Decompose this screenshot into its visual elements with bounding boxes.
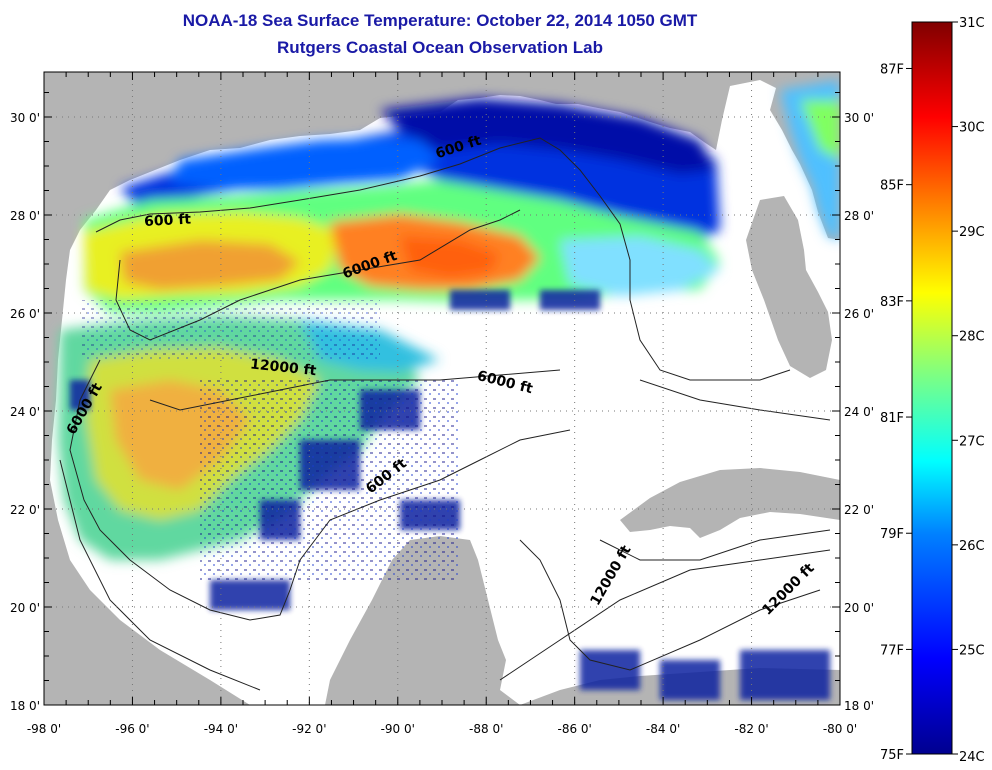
contour-label: 600 ft	[144, 212, 192, 230]
lon-tick-label: -86 0'	[557, 722, 591, 736]
colorbar-label-fahrenheit: 77F	[880, 643, 904, 658]
lat-tick-label-right: 22 0'	[844, 503, 874, 517]
lat-tick-label-right: 26 0'	[844, 307, 874, 321]
lat-tick-label: 18 0'	[10, 699, 40, 713]
lat-tick-label-right: 18 0'	[844, 699, 874, 713]
lon-tick-label: -92 0'	[292, 722, 326, 736]
lat-tick-label: 24 0'	[10, 405, 40, 419]
colorbar-label-fahrenheit: 75F	[880, 748, 904, 763]
colorbar-label-celsius: 25C	[959, 643, 985, 658]
land-florida-peninsula	[746, 196, 832, 378]
lon-tick-label: -82 0'	[734, 722, 768, 736]
lat-tick-label-right: 30 0'	[844, 111, 874, 125]
colorbar-label-celsius: 27C	[959, 434, 985, 449]
lon-tick-label: -98 0'	[27, 722, 61, 736]
lat-tick-label-right: 20 0'	[844, 601, 874, 615]
colorbar-label-celsius: 29C	[959, 225, 985, 240]
colorbar-label-celsius: 26C	[959, 539, 985, 554]
lon-tick-label: -80 0'	[823, 722, 857, 736]
colorbar-label-celsius: 24C	[959, 750, 985, 765]
lat-tick-label: 30 0'	[10, 111, 40, 125]
colorbar-label-celsius: 31C	[959, 16, 985, 31]
land-cuba	[620, 468, 840, 538]
lon-tick-label: -90 0'	[381, 722, 415, 736]
grid-lines	[44, 72, 840, 705]
lon-tick-label: -88 0'	[469, 722, 503, 736]
colorbar-label-fahrenheit: 79F	[880, 527, 904, 542]
colorbar-label-celsius: 30C	[959, 121, 985, 136]
lon-tick-label: -94 0'	[204, 722, 238, 736]
land-us-gulf-coast	[44, 72, 840, 705]
lat-tick-label-right: 24 0'	[844, 405, 874, 419]
lat-tick-label: 20 0'	[10, 601, 40, 615]
colorbar-label-fahrenheit: 83F	[880, 295, 904, 310]
colorbar-label-fahrenheit: 81F	[880, 411, 904, 426]
colorbar	[911, 21, 953, 755]
colorbar-label-celsius: 28C	[959, 330, 985, 345]
contour-label: 12000 ft	[249, 356, 317, 379]
bathymetry-contours	[59, 137, 831, 691]
lat-tick-label: 22 0'	[10, 503, 40, 517]
lat-tick-label-right: 28 0'	[844, 209, 874, 223]
colorbar-label-fahrenheit: 87F	[880, 62, 904, 77]
colorbar-label-fahrenheit: 85F	[880, 179, 904, 194]
lat-tick-label: 26 0'	[10, 307, 40, 321]
lon-tick-label: -96 0'	[115, 722, 149, 736]
lon-tick-label: -84 0'	[646, 722, 680, 736]
map-title: NOAA-18 Sea Surface Temperature: October…	[182, 11, 698, 30]
map-subtitle: Rutgers Coastal Ocean Observation Lab	[277, 38, 603, 57]
land-yucatan	[325, 536, 520, 705]
lat-tick-label: 28 0'	[10, 209, 40, 223]
